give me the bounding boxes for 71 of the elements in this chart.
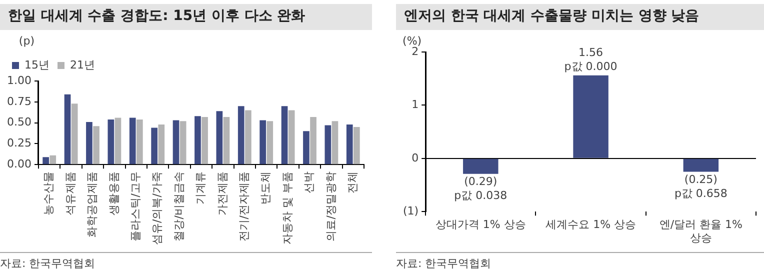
chart-title: 엔저의 한국 대세계 수출물량 미치는 영향 낮음: [396, 4, 764, 30]
legend-label: 15년: [24, 58, 50, 72]
bar: [266, 121, 274, 164]
bar: [310, 116, 316, 164]
bar: [158, 124, 165, 164]
y-tick-label: 1: [412, 98, 419, 112]
bar: [324, 125, 332, 164]
bar: [129, 118, 136, 164]
bar: [288, 110, 295, 164]
bar: [172, 120, 180, 164]
x-tick-label: 세계수요 1% 상승: [546, 218, 636, 232]
annotation: p값 0.658: [674, 187, 728, 200]
y-tick-label: 0.00: [6, 157, 32, 170]
bar: [50, 155, 56, 164]
y-tick-label: 0.25: [6, 136, 32, 150]
x-tick-label: 화학공업제품: [86, 172, 99, 238]
bar: [332, 121, 338, 164]
bar: [216, 111, 223, 164]
text: 자료: 한국무역협회: [396, 256, 492, 271]
text: 자료: 한국무역협회: [0, 256, 96, 271]
x-tick-label: 가전제품: [216, 172, 229, 216]
data-label: 1.56: [578, 46, 604, 59]
legend-label: 21년: [70, 58, 95, 72]
x-tick-label: 반도체: [259, 172, 272, 205]
bar: [86, 122, 92, 164]
bar: [346, 124, 353, 164]
bar: [194, 116, 201, 164]
bar: [71, 104, 78, 164]
x-tick-label: 의료/정밀광학: [324, 172, 338, 242]
y-axis-title: (p): [18, 34, 34, 48]
bar: [303, 131, 310, 164]
data-label: (0.25): [684, 173, 718, 186]
bar: [42, 157, 49, 164]
x-tick-label: 상대가격 1% 상승: [435, 218, 526, 232]
x-tick-label: 철강/비철금속: [172, 172, 186, 242]
chart-title: 한일 대세계 수출 경합도: 15년 이후 다소 완화: [0, 4, 372, 30]
x-tick-label: 섬유/의복/가죽: [150, 172, 164, 246]
y-tick-label: 1.00: [6, 74, 32, 87]
bar: [93, 126, 100, 164]
bar: [64, 94, 71, 164]
data-label: (0.29): [464, 175, 498, 188]
x-tick-label: 전기/전자제품: [238, 172, 251, 242]
y-axis-title: (%): [402, 34, 422, 48]
bar: [281, 106, 288, 164]
y-tick-label: 0.50: [6, 116, 32, 129]
x-tick-label: 농수산물: [42, 172, 56, 216]
bar: [223, 116, 230, 164]
y-tick-label: 2: [412, 44, 419, 58]
y-tick-label: 0: [412, 151, 419, 164]
x-tick-label: 전체: [346, 172, 360, 194]
y-tick-label: (1): [402, 204, 419, 218]
bar: [108, 119, 114, 164]
annotation: p값 0.000: [564, 60, 618, 73]
x-tick-label: 플라스틱/고무: [129, 172, 142, 242]
bar: [238, 106, 244, 164]
bar: [260, 120, 266, 164]
bar: [245, 110, 252, 164]
x-tick-label: 선박: [302, 172, 316, 194]
bar: [136, 119, 143, 164]
bar: [151, 128, 158, 164]
x-tick-label: 자동차 및 부품: [280, 172, 294, 245]
bar: [180, 121, 186, 164]
x-tick-label: 석유제품: [64, 172, 77, 216]
y-tick-label: 0.75: [6, 94, 32, 108]
x-tick-label: 생활용품: [107, 172, 120, 216]
x-tick-label: 기계류: [194, 172, 208, 205]
bar: [354, 126, 360, 164]
x-tick-label: 엔/달러 환율 1% 상승: [659, 218, 743, 244]
bar: [114, 118, 122, 164]
bar: [202, 116, 208, 164]
annotation: p값 0.038: [454, 189, 508, 202]
